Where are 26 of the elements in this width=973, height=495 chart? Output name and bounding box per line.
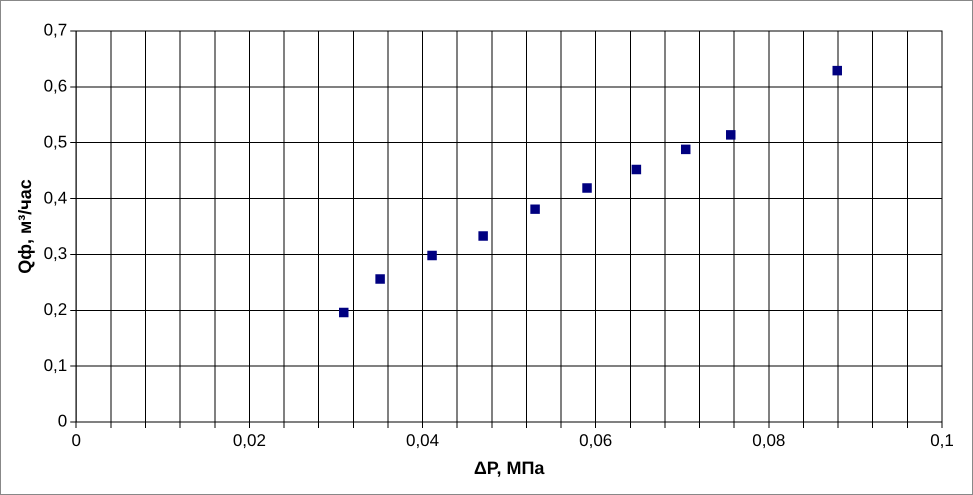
point bbox=[339, 308, 348, 318]
y-tick-label: 0,5 bbox=[44, 132, 68, 152]
x-tick-label: 0,02 bbox=[232, 430, 266, 450]
y-tick-label: 0,1 bbox=[44, 356, 68, 375]
y-tick-label: 0,6 bbox=[44, 76, 68, 96]
x-tick-label: 0,08 bbox=[752, 430, 786, 450]
x-tick-label: 0,06 bbox=[579, 430, 612, 450]
point bbox=[632, 164, 642, 174]
y-axis-title: Qф, м³/час bbox=[14, 179, 35, 274]
x-axis-title: ΔP, МПа bbox=[474, 458, 546, 478]
point bbox=[375, 274, 385, 284]
point bbox=[530, 204, 540, 214]
point bbox=[582, 183, 592, 193]
y-tick-label: 0,7 bbox=[44, 20, 68, 40]
y-tick-label: 0,3 bbox=[44, 244, 68, 264]
y-tick-label: 0,4 bbox=[44, 188, 68, 208]
x-tick-label: 0 bbox=[72, 430, 81, 450]
x-tick-label: 0,1 bbox=[930, 430, 954, 450]
point bbox=[680, 144, 690, 154]
y-tick-label: 0 bbox=[58, 412, 68, 431]
point bbox=[478, 231, 488, 241]
point bbox=[832, 66, 842, 76]
point bbox=[427, 250, 437, 260]
x-tick-label: 0,04 bbox=[406, 430, 440, 450]
point bbox=[726, 130, 736, 140]
y-tick-label: 0,2 bbox=[44, 300, 68, 319]
